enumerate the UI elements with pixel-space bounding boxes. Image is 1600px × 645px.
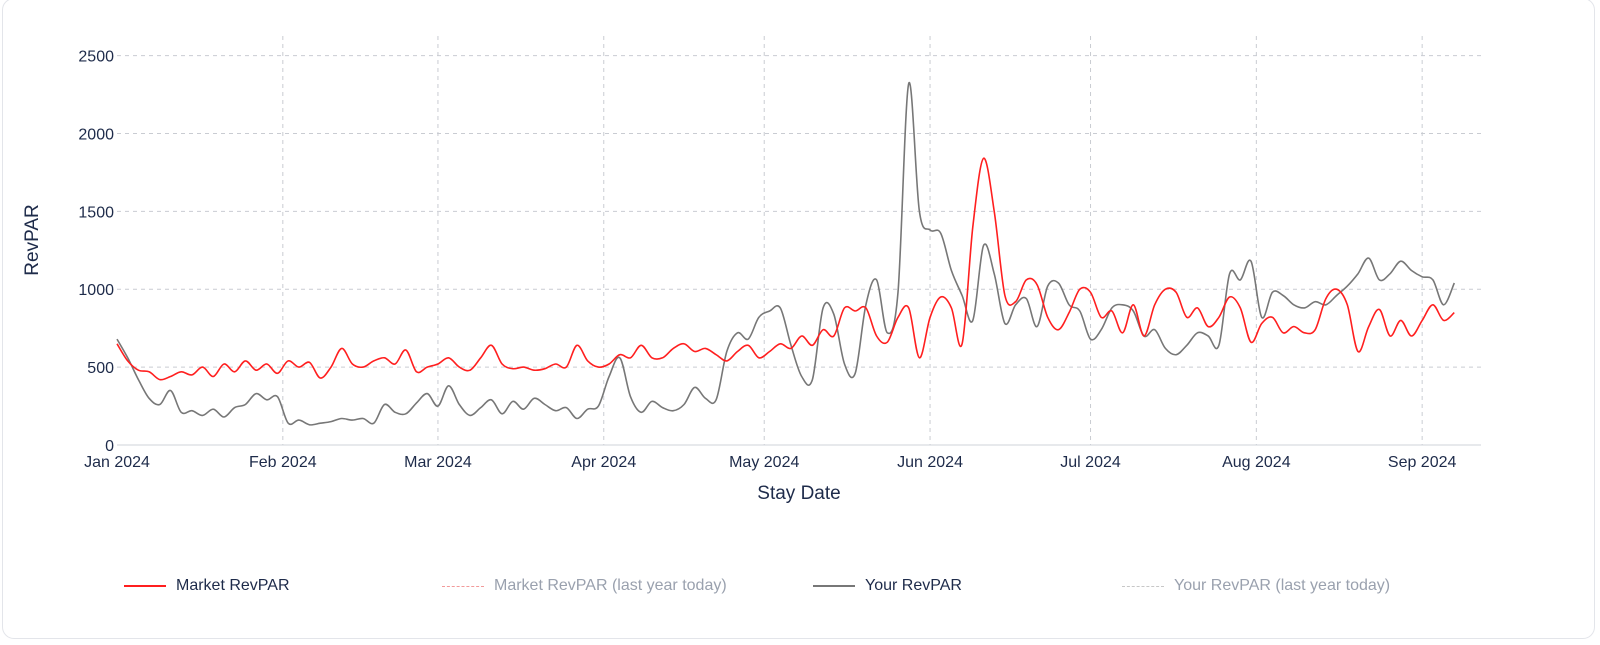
y-tick-label: 2500 [78,49,114,66]
x-tick-label: Mar 2024 [404,454,472,471]
y-axis-ticks: 0 500 1000 1500 2000 2500 [78,49,114,455]
y-tick-label: 2000 [78,126,114,143]
y-tick-label: 1000 [78,282,114,299]
x-tick-label: Jan 2024 [84,454,150,471]
x-tick-label: May 2024 [729,454,799,471]
series-line-market-revpar [116,157,1455,381]
legend-item[interactable]: Your RevPAR [813,577,962,595]
y-tick-label: 500 [87,360,114,377]
legend-swatch [124,585,166,587]
x-tick-label: Aug 2024 [1222,454,1291,471]
series-line-your-revpar [116,81,1456,426]
x-tick-label: Jun 2024 [897,454,963,471]
legend-item[interactable]: Market RevPAR (last year today) [442,577,727,595]
x-tick-label: Sep 2024 [1388,454,1457,471]
legend-item[interactable]: Market RevPAR [124,577,290,595]
legend-label: Your RevPAR [865,577,962,594]
x-tick-label: Jul 2024 [1060,454,1121,471]
x-tick-label: Apr 2024 [571,454,636,471]
y-axis-title: RevPAR [22,204,43,275]
grid-lines [117,36,1481,445]
x-axis-ticks: Jan 2024 Feb 2024 Mar 2024 Apr 2024 May 2024… [84,454,1456,471]
y-tick-label: 1500 [78,204,114,221]
series-lines [116,81,1456,426]
x-tick-label: Feb 2024 [249,454,317,471]
legend-label: Your RevPAR (last year today) [1174,577,1391,594]
legend-swatch [1122,585,1164,587]
legend-label: Market RevPAR (last year today) [494,577,727,594]
legend-swatch [442,585,484,587]
legend-label: Market RevPAR [176,577,290,594]
x-axis-title: Stay Date [757,483,840,504]
y-tick-label: 0 [105,438,114,455]
revpar-line-chart: 0 500 1000 1500 2000 2500 Jan 2024 Feb 2024 Mar… [22,36,1481,504]
legend-item[interactable]: Your RevPAR (last year today) [1122,577,1390,595]
legend-swatch [813,585,855,587]
